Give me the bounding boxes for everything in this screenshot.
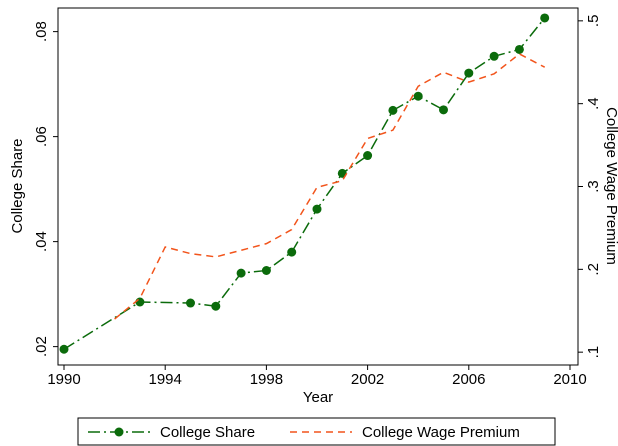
data-point bbox=[261, 266, 271, 275]
legend-label: College Share bbox=[160, 424, 255, 441]
data-point bbox=[388, 105, 398, 115]
data-point bbox=[312, 204, 322, 214]
y2-tick-label: .5 bbox=[585, 15, 602, 28]
y2-axis-label: College Wage Premium bbox=[603, 107, 618, 265]
data-point bbox=[236, 268, 246, 278]
data-point bbox=[514, 44, 524, 54]
data-point bbox=[363, 151, 373, 161]
data-point bbox=[540, 13, 550, 23]
y2-tick-label: .4 bbox=[585, 97, 602, 110]
data-point bbox=[413, 91, 423, 101]
data-point bbox=[464, 68, 474, 78]
y2-tick-label: .2 bbox=[585, 263, 602, 276]
x-tick-label: 2006 bbox=[452, 371, 485, 388]
data-point bbox=[135, 297, 145, 307]
data-point bbox=[439, 105, 448, 115]
y-axis-label: College Share bbox=[9, 138, 26, 233]
legend-label: College Wage Premium bbox=[362, 424, 520, 441]
data-point bbox=[186, 298, 195, 308]
data-point bbox=[211, 301, 221, 311]
y-tick-label: .06 bbox=[33, 126, 50, 147]
x-axis-label: Year bbox=[303, 389, 333, 406]
y-tick-label: .08 bbox=[33, 21, 50, 42]
y-tick-label: .02 bbox=[33, 336, 50, 357]
plot-frame bbox=[57, 7, 579, 366]
y-tick-label: .04 bbox=[33, 231, 50, 252]
x-tick-label: 2002 bbox=[351, 371, 384, 388]
data-point bbox=[59, 344, 69, 354]
y2-tick-label: .1 bbox=[585, 346, 602, 359]
series-line bbox=[63, 17, 546, 350]
series-line bbox=[114, 53, 546, 320]
data-point bbox=[489, 51, 499, 61]
x-tick-label: 1998 bbox=[250, 371, 283, 388]
data-point bbox=[287, 247, 297, 257]
x-tick-label: 1994 bbox=[149, 371, 182, 388]
legend-marker bbox=[114, 427, 124, 437]
x-tick-label: 1990 bbox=[47, 371, 80, 388]
y2-tick-label: .3 bbox=[585, 180, 602, 193]
x-tick-label: 2010 bbox=[553, 371, 586, 388]
